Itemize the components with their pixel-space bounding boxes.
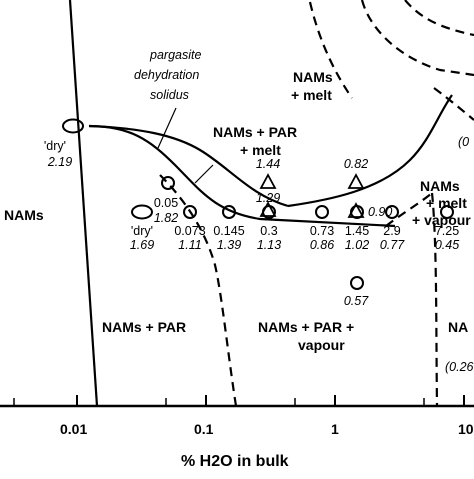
cut-label-1: (0 xyxy=(458,135,469,149)
triangle-marker-c xyxy=(347,173,365,189)
right-dashed-line xyxy=(430,192,439,407)
right-lower-dashed xyxy=(385,192,433,227)
upper-right-dashed-3 xyxy=(404,0,474,37)
curve-label-line-3: solidus xyxy=(150,88,189,102)
field-label-nams-melt-vapour-1: NAMs xyxy=(420,178,460,194)
low-circle-bottom-label: 0.57 xyxy=(344,294,369,308)
triangle-label-d: 0.90 xyxy=(368,205,392,219)
row-point-bottom-label-0: 1.69 xyxy=(130,238,154,252)
dry-upper-marker xyxy=(62,118,84,134)
row-point-top-label-7: 7.25 xyxy=(435,224,459,238)
row-point-top-label-4: 0.73 xyxy=(310,224,334,238)
field-label-nams-par-melt-2: + melt xyxy=(240,142,281,158)
curve-label-line-2: dehydration xyxy=(134,68,199,82)
curve-label-leader xyxy=(157,107,177,149)
triangle-label-c: 0.82 xyxy=(344,157,368,171)
field-label-nams-melt-2: + melt xyxy=(291,87,332,103)
row-point-bottom-label-2: 1.39 xyxy=(217,238,241,252)
field-label-nams-melt-vapour-2: + melt xyxy=(426,195,467,211)
field-label-nams-par: NAMs + PAR xyxy=(102,319,186,335)
x-tick-label-4: 10 xyxy=(458,421,474,437)
row-point-top-label-0: 'dry' xyxy=(131,224,153,238)
boundary-left-solid xyxy=(68,0,99,407)
row-point-top-label-3: 0.3 xyxy=(260,224,277,238)
field-label-nams-melt-1: NAMs xyxy=(293,69,333,85)
vapour-in-dashed xyxy=(159,174,238,407)
x-tick-label-1: 0.01 xyxy=(60,421,87,437)
row-point-marker-6 xyxy=(385,205,399,219)
x-tick-label-2: 0.1 xyxy=(194,421,214,437)
triangle-marker-b xyxy=(259,201,277,217)
row-point-top-label-5: 1.45 xyxy=(345,224,369,238)
row-point-marker-2 xyxy=(222,205,236,219)
field-label-leader xyxy=(194,164,214,184)
upper-right-dashed-4 xyxy=(433,87,474,121)
upper-right-dashed-1 xyxy=(308,1,353,99)
melt-in-curve xyxy=(287,94,453,208)
upper-right-dashed-2 xyxy=(360,0,474,77)
pargasite-solidus-curve xyxy=(88,124,396,228)
triangle-label-a: 1.44 xyxy=(256,157,280,171)
cut-label-2: (0.26 xyxy=(445,360,474,374)
triangle-label-b: 1.29 xyxy=(256,191,280,205)
x-tick-label-3: 1 xyxy=(331,421,339,437)
x-axis-label: % H2O in bulk xyxy=(181,453,289,470)
row-point-bottom-label-1: 1.11 xyxy=(178,238,201,252)
field-label-nams-par-melt-1: NAMs + PAR xyxy=(213,124,297,140)
row-point-bottom-label-5: 1.02 xyxy=(345,238,369,252)
field-label-na-cut: NA xyxy=(448,319,468,335)
curve-label-line-1: pargasite xyxy=(149,48,201,62)
field-label-nams-melt-vapour-3: + vapour xyxy=(412,212,471,228)
row-point-marker-7 xyxy=(440,205,454,219)
upper-circle-bottom-label: 1.82 xyxy=(154,211,178,225)
dry-upper-bottom-label: 2.19 xyxy=(47,155,72,169)
row-point-top-label-2: 0.145 xyxy=(213,224,244,238)
field-label-nams: NAMs xyxy=(4,207,44,223)
dry-upper-top-label: 'dry' xyxy=(44,139,66,153)
upper-circle-top-label: 0.05 xyxy=(154,196,178,210)
row-point-top-label-6: 2.9 xyxy=(383,224,400,238)
row-point-bottom-label-7: 0.45 xyxy=(435,238,459,252)
row-point-marker-0 xyxy=(131,204,153,220)
row-point-marker-4 xyxy=(315,205,329,219)
field-label-nams-par-vapour-2: vapour xyxy=(298,337,345,353)
row-point-bottom-label-4: 0.86 xyxy=(310,238,334,252)
row-point-bottom-label-6: 0.77 xyxy=(380,238,405,252)
upper-melt-curve xyxy=(88,124,289,208)
row-point-top-label-1: 0.073 xyxy=(174,224,205,238)
low-circle-marker xyxy=(350,276,364,290)
field-label-nams-par-vapour-1: NAMs + PAR + xyxy=(258,319,354,335)
triangle-marker-d xyxy=(347,202,365,218)
row-point-bottom-label-3: 1.13 xyxy=(257,238,281,252)
row-point-marker-1 xyxy=(183,205,197,219)
triangle-marker-a xyxy=(259,173,277,189)
upper-circle-marker xyxy=(161,176,175,190)
